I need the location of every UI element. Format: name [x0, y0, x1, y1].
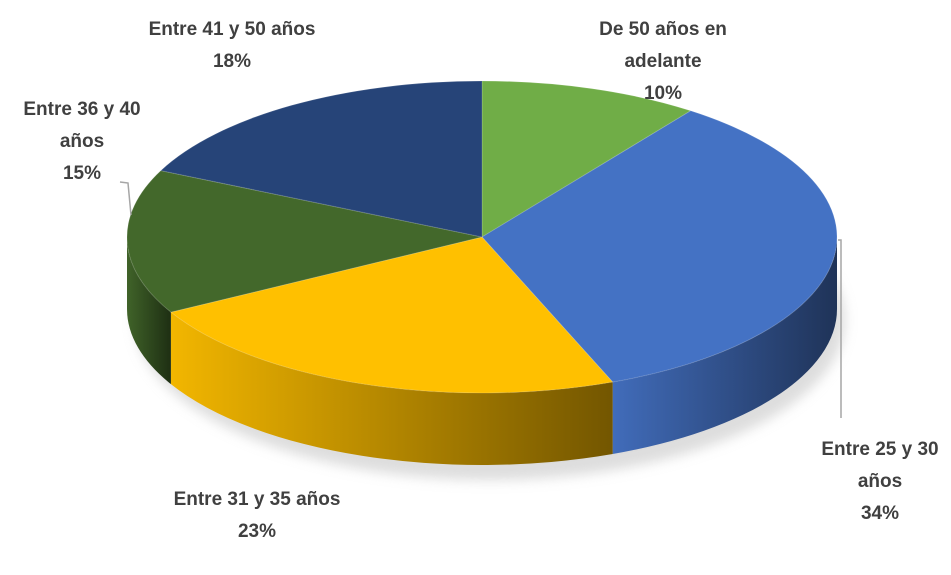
category-label: Entre 41 y 50 años	[148, 19, 316, 40]
leader-line	[119, 181, 132, 216]
value-label: 34%	[860, 503, 900, 524]
slice	[169, 236, 614, 394]
data-label: Entre 36 y 40 años 15%	[2, 94, 162, 190]
slice-side	[612, 237, 837, 455]
value-label: 18%	[212, 51, 252, 72]
category-label: Entre 36 y 40 años	[23, 99, 141, 152]
slice	[481, 80, 692, 238]
category-label: De 50 años en adelante	[599, 19, 727, 72]
slice	[126, 170, 483, 313]
category-label: Entre 31 y 35 años	[173, 489, 341, 510]
leader-line	[838, 239, 842, 418]
value-label: 15%	[62, 163, 102, 184]
data-label: Entre 41 y 50 años 18%	[137, 14, 327, 78]
value-label: 23%	[237, 521, 277, 542]
slice	[481, 110, 838, 383]
slice-side	[170, 312, 613, 465]
slice	[159, 80, 483, 238]
sides	[127, 237, 837, 465]
data-label: Entre 31 y 35 años 23%	[162, 484, 352, 548]
tops	[126, 80, 838, 394]
slice-side	[127, 237, 171, 385]
value-label: 10%	[643, 83, 683, 104]
data-label: De 50 años en adelante 10%	[568, 14, 758, 110]
category-label: Entre 25 y 30 años	[821, 439, 939, 492]
data-label: Entre 25 y 30 años 34%	[805, 434, 951, 530]
